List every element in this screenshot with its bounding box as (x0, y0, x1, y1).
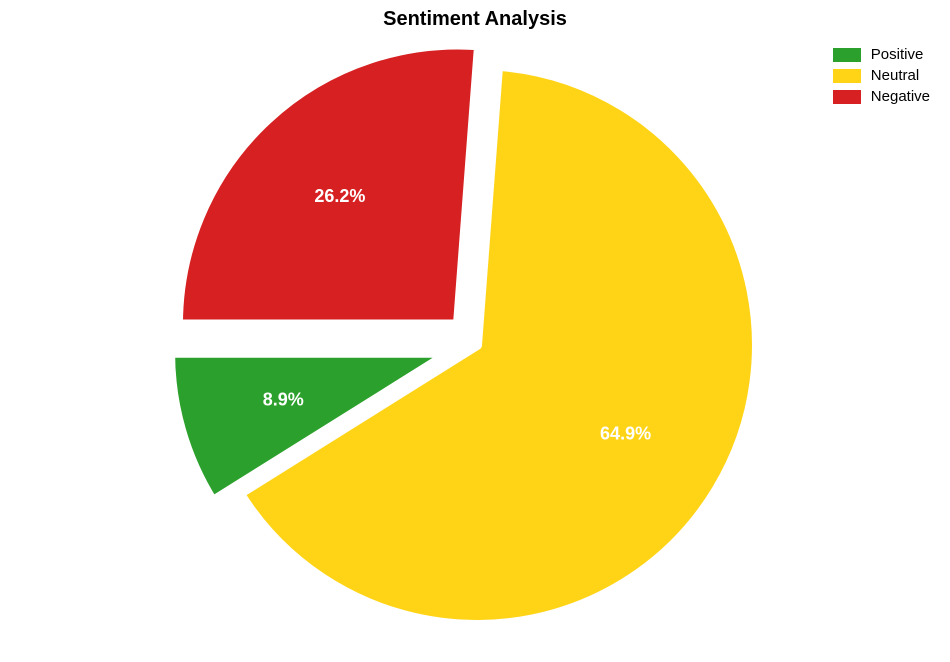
slice-label-neutral: 64.9% (600, 424, 651, 444)
legend-item-negative: Negative (833, 88, 930, 105)
legend-swatch-positive (833, 48, 861, 62)
legend-swatch-neutral (833, 69, 861, 83)
slice-label-positive: 8.9% (263, 389, 304, 409)
pie-chart-container: Sentiment Analysis 26.2%64.9%8.9% Positi… (0, 0, 950, 662)
pie-slice-negative (178, 44, 479, 324)
legend-swatch-negative (833, 90, 861, 104)
pie-chart-svg: 26.2% 64.9% 8.9% (0, 0, 950, 662)
legend-item-positive: Positive (833, 46, 930, 63)
legend-label-negative: Negative (871, 88, 930, 105)
legend: Positive Neutral Negative (833, 46, 930, 109)
legend-label-neutral: Neutral (871, 67, 919, 84)
slice-label-negative: 26.2% (314, 186, 365, 206)
legend-label-positive: Positive (871, 46, 924, 63)
legend-item-neutral: Neutral (833, 67, 930, 84)
